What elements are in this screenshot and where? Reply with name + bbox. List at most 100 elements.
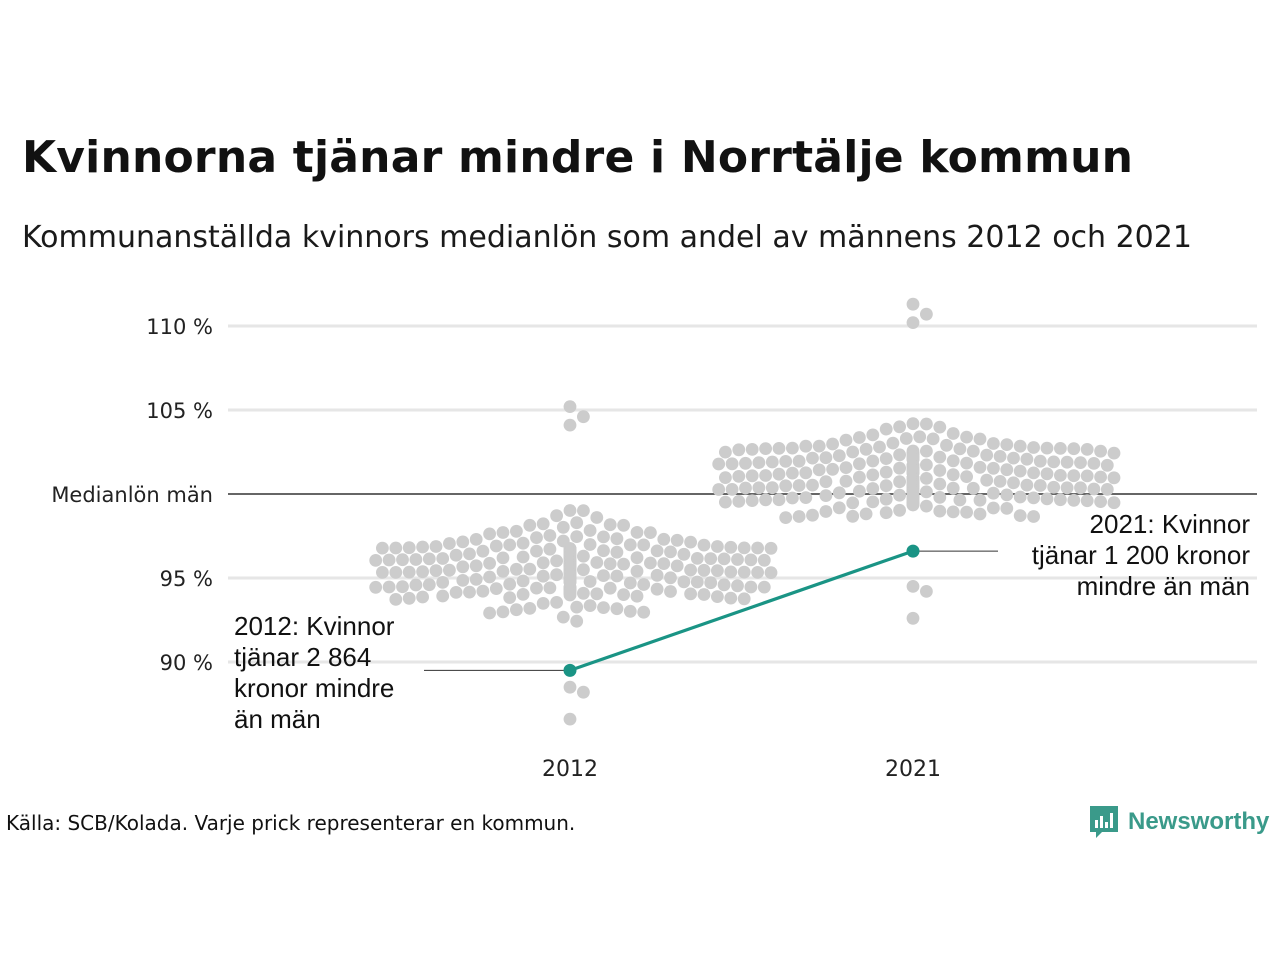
- municipality-dot: [739, 481, 752, 495]
- municipality-dot: [913, 430, 927, 444]
- municipality-dot: [953, 493, 967, 507]
- municipality-dot: [376, 566, 389, 579]
- municipality-dot: [987, 461, 1000, 475]
- municipality-dot: [677, 575, 691, 589]
- municipality-dot: [523, 562, 537, 576]
- municipality-dot: [1020, 452, 1034, 466]
- municipality-dot: [1013, 439, 1027, 453]
- municipality-dot: [630, 551, 644, 565]
- municipality-dot: [670, 533, 684, 547]
- municipality-dot: [664, 545, 677, 559]
- municipality-dot: [456, 574, 470, 587]
- municipality-dot: [429, 540, 443, 553]
- municipality-dot: [1060, 455, 1074, 469]
- municipality-dot: [577, 410, 590, 424]
- municipality-dot: [590, 511, 604, 524]
- municipality-dot: [510, 603, 523, 617]
- municipality-dot: [436, 552, 450, 565]
- municipality-dot: [724, 565, 738, 579]
- municipality-dot: [577, 586, 590, 600]
- municipality-dot: [751, 541, 764, 555]
- municipality-dot: [483, 606, 496, 620]
- municipality-dot: [1054, 493, 1067, 507]
- municipality-dot: [1013, 490, 1027, 504]
- municipality-dot: [987, 437, 1000, 450]
- municipality-dot: [1013, 464, 1027, 478]
- municipality-dot: [799, 491, 813, 504]
- municipality-dot: [469, 533, 483, 546]
- municipality-dot: [764, 541, 778, 555]
- municipality-dot: [960, 470, 973, 483]
- municipality-dot: [732, 470, 746, 483]
- municipality-dot: [906, 498, 920, 512]
- municipality-dot: [664, 571, 677, 585]
- municipality-dot: [1080, 469, 1094, 483]
- municipality-dot: [1000, 488, 1014, 502]
- highlight-point-2012: [563, 663, 577, 677]
- municipality-dot: [993, 475, 1007, 488]
- municipality-dot: [765, 481, 779, 495]
- municipality-dot: [846, 496, 860, 510]
- y-tick-label: 110 %: [146, 315, 213, 339]
- municipality-dot: [719, 471, 732, 484]
- municipality-dot: [610, 532, 624, 546]
- municipality-dot: [866, 428, 880, 442]
- municipality-dot: [1000, 438, 1014, 451]
- municipality-dot: [920, 585, 933, 598]
- municipality-dot: [603, 518, 617, 532]
- municipality-dot: [1100, 458, 1114, 472]
- municipality-dot: [443, 537, 456, 550]
- municipality-dot: [389, 566, 403, 579]
- municipality-dot: [570, 600, 584, 614]
- municipality-dot: [402, 591, 416, 605]
- municipality-dot: [946, 481, 960, 495]
- municipality-dot: [603, 557, 617, 571]
- municipality-dot: [719, 445, 732, 459]
- municipality-dot: [1054, 469, 1067, 482]
- municipality-dot: [879, 452, 893, 465]
- municipality-dot: [483, 570, 496, 584]
- municipality-dot: [980, 448, 994, 462]
- municipality-dot: [664, 585, 677, 598]
- municipality-dot: [597, 601, 610, 614]
- municipality-dot: [759, 469, 772, 482]
- municipality-dot: [819, 451, 833, 465]
- municipality-dot: [866, 468, 880, 482]
- y-tick-label: 95 %: [160, 567, 213, 591]
- municipality-dot: [757, 580, 771, 594]
- municipality-dot: [590, 587, 604, 601]
- municipality-dot: [583, 538, 597, 551]
- municipality-dot: [1040, 441, 1054, 455]
- brand-logo[interactable]: Newsworthy: [1088, 804, 1269, 840]
- municipality-dot: [866, 482, 880, 495]
- municipality-dot: [751, 566, 764, 579]
- annotation-2012-line: 2012: Kvinnor: [234, 611, 395, 641]
- municipality-dot: [597, 544, 610, 558]
- municipality-dot: [577, 549, 590, 563]
- gridlines: [228, 324, 1257, 664]
- municipality-dot: [906, 316, 920, 329]
- chart-title: Kvinnorna tjänar mindre i Norrtälje komm…: [22, 132, 1134, 183]
- municipality-dot: [577, 685, 590, 699]
- municipality-dot: [543, 542, 557, 556]
- beeswarm-chart: 90 % 95 % Medianlön män 105 % 110 % 2012: Kv…: [51, 297, 1257, 782]
- municipality-dot: [1087, 482, 1101, 496]
- municipality-dot: [973, 507, 987, 521]
- municipality-dot: [489, 582, 503, 595]
- municipality-dot: [1020, 478, 1034, 492]
- municipality-dot: [463, 547, 476, 561]
- municipality-dot: [496, 565, 510, 578]
- municipality-dot: [389, 593, 403, 606]
- municipality-dot: [711, 540, 724, 553]
- municipality-dot: [1060, 481, 1074, 495]
- municipality-dot: [1047, 480, 1061, 494]
- municipality-dot: [906, 611, 920, 625]
- municipality-dot: [711, 564, 724, 577]
- municipality-dot: [719, 495, 732, 509]
- municipality-dot: [1067, 493, 1081, 507]
- municipality-dot: [946, 427, 960, 440]
- municipality-dot: [577, 504, 590, 517]
- municipality-dot: [960, 456, 973, 470]
- municipality-dot: [563, 588, 577, 602]
- municipality-dot: [1040, 492, 1054, 506]
